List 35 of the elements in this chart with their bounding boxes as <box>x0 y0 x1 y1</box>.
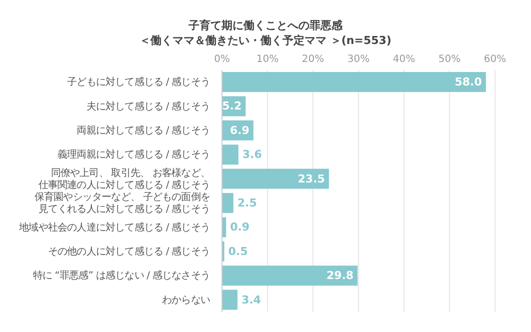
data-label: 2.5 <box>237 196 257 210</box>
data-label: 0.5 <box>228 244 248 258</box>
y-tick-label: 保育園やシッターなど、 子どもの面倒を見てくれる人に対して感じる / 感じそう <box>34 190 210 215</box>
x-tick-label: 40% <box>392 54 416 65</box>
y-tick-label: 子どもに対して感じる / 感じそう <box>67 76 210 88</box>
x-tick-label: 30% <box>347 54 370 65</box>
y-tick-label: 両親に対して感じる / 感じそう <box>76 124 210 136</box>
chart-title: 子育て期に働くことへの罪悪感 <box>188 18 344 33</box>
bar <box>222 144 238 165</box>
x-tick-label: 50% <box>438 54 461 65</box>
data-label: 3.4 <box>241 293 262 306</box>
bar <box>222 72 486 92</box>
data-label: 6.9 <box>230 124 250 137</box>
x-tick-label: 10% <box>256 54 279 65</box>
data-label: 58.0 <box>454 76 482 88</box>
data-label: 29.8 <box>326 269 354 282</box>
y-tick-label: わからない <box>162 294 210 306</box>
y-tick-label: 同僚や上司、 取引先、 お客様など、仕事関連の人に対して感じる / 感じそう <box>38 166 210 190</box>
y-tick-label: 義理両親に対して感じる / 感じそう <box>57 148 210 160</box>
x-tick-label: 60% <box>484 54 506 65</box>
y-tick-label: 夫に対して感じる / 感じそう <box>86 100 210 112</box>
data-label: 5.2 <box>222 100 242 113</box>
bar <box>222 266 358 286</box>
data-label: 3.6 <box>242 148 262 162</box>
y-tick-label: その他の人に対して感じる / 感じそう <box>48 245 210 257</box>
x-tick-label: 20% <box>302 54 324 65</box>
y-tick-label: 地域や社会の人達に対して感じる / 感じそう <box>18 220 210 233</box>
y-tick-label: 特に “罪悪感” は感じない / 感じなさそう <box>32 269 210 282</box>
bar <box>222 290 238 310</box>
data-label: 0.9 <box>230 220 250 234</box>
x-tick-label: 0% <box>214 54 230 65</box>
bar <box>222 168 329 189</box>
chart-subtitle: ＜働くママ＆働きたい・働く予定ママ ＞(n=553) <box>138 33 392 48</box>
data-label: 23.5 <box>298 172 325 186</box>
bar <box>222 193 234 213</box>
